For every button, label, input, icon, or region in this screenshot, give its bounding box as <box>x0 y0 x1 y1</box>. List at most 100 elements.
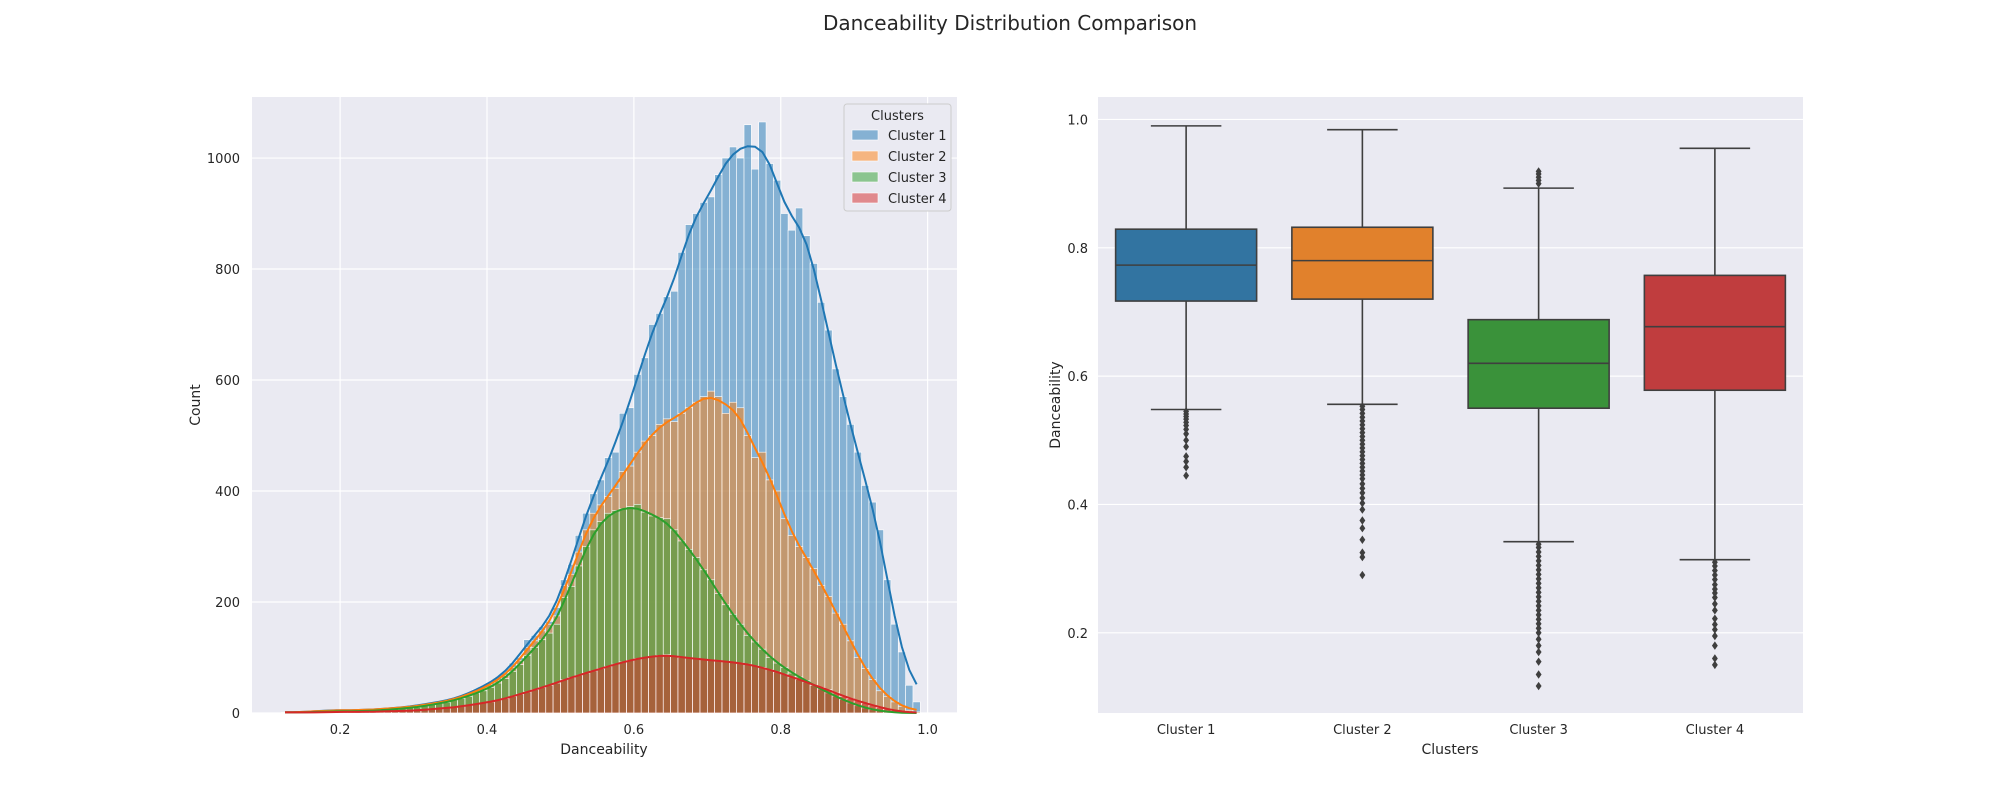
hist-bar <box>567 677 576 714</box>
hist-bar <box>795 679 804 714</box>
outlier-point <box>1535 601 1542 611</box>
box-cluster-4 <box>1643 147 1787 670</box>
outlier-point <box>1711 614 1718 623</box>
outlier-point <box>1535 565 1542 575</box>
outlier-point <box>1711 558 1718 567</box>
outlier-point <box>1535 547 1542 557</box>
legend-entry: Cluster 3 <box>851 171 947 186</box>
outlier-point <box>1535 610 1542 620</box>
hist-bar <box>809 684 818 714</box>
outlier-point <box>1535 597 1542 606</box>
box-cluster-1 <box>1114 125 1258 480</box>
histogram-y-axis-label: Count <box>188 384 204 426</box>
boxplot-y-tick-labels: 0.2 0.4 0.6 0.8 1.0 <box>1067 113 1088 641</box>
outlier-point <box>1711 575 1718 584</box>
outlier-point <box>1535 561 1542 570</box>
outlier-point <box>1359 498 1366 508</box>
outlier-point <box>1183 471 1190 480</box>
legend-entries: Cluster 1 Cluster 2 Cluster 3 Cluster 4 <box>851 129 947 207</box>
hist-bar <box>699 659 708 714</box>
boxplot-plot-area <box>1098 97 1803 713</box>
boxplot-boxes <box>1114 125 1787 691</box>
outlier-point <box>1535 556 1542 566</box>
outlier-point <box>1711 606 1718 615</box>
hist-bar <box>751 665 760 714</box>
kde-line-cluster-4 <box>285 654 917 714</box>
outlier-point <box>1711 593 1718 602</box>
outlier-point <box>1711 654 1718 663</box>
outlier-point <box>1359 524 1366 533</box>
outlier-point <box>1711 620 1718 629</box>
histogram-x-axis-label: Danceability <box>560 742 647 758</box>
histogram-bars <box>281 121 921 714</box>
x-tick-label: Cluster 2 <box>1333 723 1392 738</box>
hist-bar <box>618 661 627 714</box>
outlier-point <box>1359 535 1366 544</box>
y-tick-label: 1000 <box>207 152 240 167</box>
x-tick-label: 1.0 <box>917 723 938 738</box>
outlier-point <box>1183 452 1190 461</box>
y-tick-label: 0 <box>232 707 240 722</box>
hist-bar <box>626 659 635 714</box>
outlier-point <box>1535 570 1542 579</box>
boxplot-y-axis-label: Danceability <box>1048 361 1064 448</box>
hist-bar <box>494 699 502 714</box>
x-tick-label: 0.2 <box>330 723 351 738</box>
legend-entry: Cluster 2 <box>851 150 947 165</box>
hist-bar <box>596 668 605 714</box>
y-tick-label: 0.4 <box>1067 498 1088 513</box>
legend-swatch <box>851 150 879 162</box>
y-tick-label: 200 <box>215 596 240 611</box>
y-tick-label: 400 <box>215 485 240 500</box>
outlier-point <box>1359 488 1366 498</box>
legend-swatch <box>851 192 879 204</box>
outlier-point <box>1183 429 1190 439</box>
y-tick-label: 1.0 <box>1067 113 1088 128</box>
hist-bar <box>574 674 583 714</box>
boxplot-x-axis-label: Clusters <box>1422 742 1479 758</box>
outlier-point <box>1535 619 1542 629</box>
outlier-point <box>1711 641 1718 650</box>
legend-label: Cluster 1 <box>888 129 947 144</box>
outlier-point <box>1183 463 1190 472</box>
outlier-point <box>1183 442 1190 451</box>
outlier-point <box>1535 628 1542 637</box>
outlier-point <box>1535 647 1542 657</box>
x-tick-label: 0.8 <box>770 723 791 738</box>
hist-bar <box>589 670 598 714</box>
hist-bar <box>611 663 620 714</box>
outlier-point <box>1711 660 1718 670</box>
figure-title: Danceability Distribution Comparison <box>823 11 1197 35</box>
y-tick-label: 800 <box>215 263 240 278</box>
outlier-point <box>1711 625 1718 634</box>
histogram-x-tick-labels: 0.2 0.4 0.6 0.8 1.0 <box>330 723 938 738</box>
outlier-point <box>1711 566 1718 575</box>
outlier-point <box>1535 579 1542 588</box>
legend-label: Cluster 3 <box>888 171 947 186</box>
legend-title: Clusters <box>871 109 924 124</box>
box-cluster-2 <box>1291 128 1434 580</box>
hist-bar <box>743 663 752 714</box>
outlier-point <box>1535 552 1542 561</box>
legend-swatch <box>851 171 879 183</box>
outlier-point <box>1535 592 1542 602</box>
outlier-point <box>1535 657 1542 666</box>
outlier-point <box>1535 167 1542 176</box>
histogram-y-tick-labels: 0 200 400 600 800 1000 <box>207 152 240 722</box>
y-tick-label: 0.8 <box>1067 242 1088 257</box>
hist-bar <box>633 658 642 714</box>
x-tick-label: 0.4 <box>477 723 498 738</box>
kde-line-cluster-2 <box>284 396 917 714</box>
hist-bar <box>670 655 679 714</box>
outlier-point <box>1359 570 1366 580</box>
outlier-point <box>1535 588 1542 597</box>
outlier-point <box>1535 670 1542 679</box>
outlier-point <box>1359 493 1366 503</box>
box-cluster-3 <box>1467 167 1610 691</box>
hist-bar <box>582 672 591 714</box>
hist-bar <box>780 673 789 714</box>
hist-bar <box>684 657 693 714</box>
outlier-point <box>1535 574 1542 584</box>
outlier-point <box>1183 457 1190 466</box>
